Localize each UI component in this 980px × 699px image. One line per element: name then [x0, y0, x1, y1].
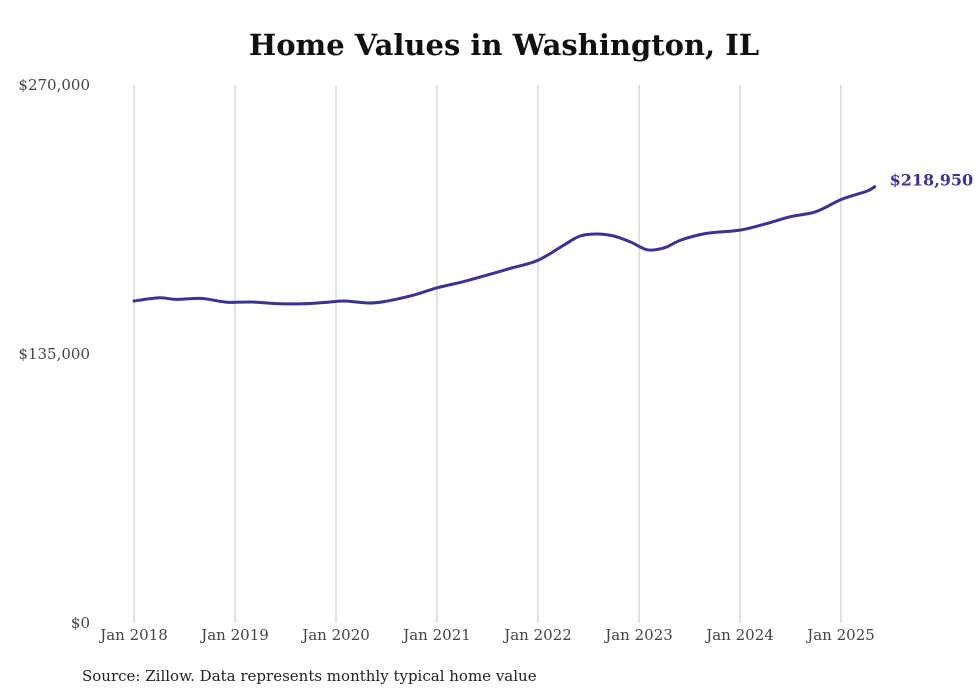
x-tick-label: Jan 2021: [401, 626, 471, 644]
x-tick-label: Jan 2022: [502, 626, 572, 644]
x-axis-ticks: Jan 2018 Jan 2019 Jan 2020 Jan 2021 Jan 2022…: [98, 626, 875, 644]
series-layer: $218,950: [132, 171, 974, 306]
y-tick-label: $0: [71, 614, 90, 632]
x-tick-label: Jan 2023: [603, 626, 673, 644]
x-tick-label: Jan 2019: [199, 626, 269, 644]
y-tick-label: $135,000: [18, 345, 90, 363]
x-tick-label: Jan 2020: [300, 626, 370, 644]
gridlines: [133, 85, 842, 623]
end-value-label: $218,950: [890, 171, 974, 190]
x-tick-label: Jan 2018: [98, 626, 168, 644]
chart-title: Home Values in Washington, IL: [248, 28, 760, 62]
y-tick-label: $270,000: [18, 76, 90, 94]
source-note: Source: Zillow. Data represents monthly …: [82, 667, 537, 685]
x-tick-label: Jan 2025: [805, 626, 875, 644]
series-line: [132, 185, 877, 306]
x-tick-label: Jan 2024: [704, 626, 774, 644]
y-axis-ticks: $0 $135,000 $270,000: [18, 76, 90, 632]
